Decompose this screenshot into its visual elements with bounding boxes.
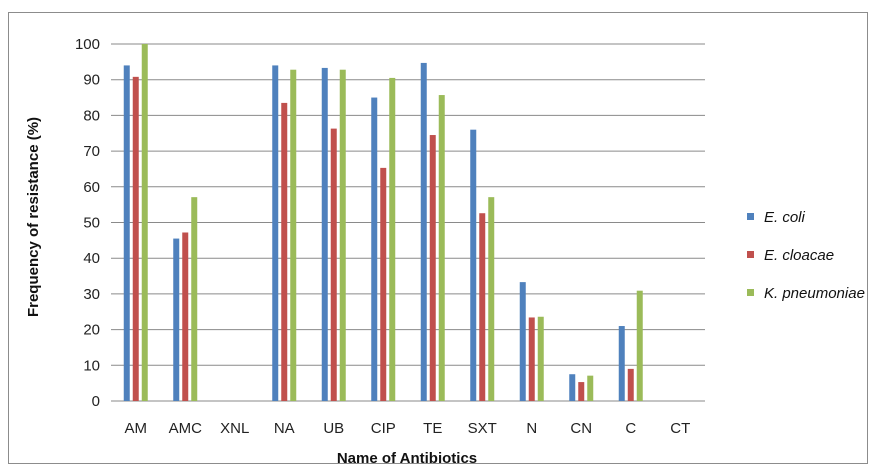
x-tick-label: AMC <box>169 420 203 437</box>
bar <box>371 97 378 402</box>
bar <box>569 374 576 401</box>
bar <box>281 102 288 401</box>
bar <box>123 65 130 402</box>
bar <box>479 213 486 401</box>
bar <box>587 375 594 401</box>
bar <box>272 65 279 402</box>
bar <box>389 77 396 401</box>
y-tick-label: 20 <box>83 322 100 339</box>
y-tick-label: 100 <box>75 36 100 53</box>
bar <box>537 316 544 401</box>
bars <box>123 44 643 402</box>
bar <box>420 62 427 402</box>
gridlines <box>111 43 705 402</box>
legend-label: E. coli <box>764 209 806 226</box>
y-tick-label: 0 <box>92 393 100 410</box>
bar <box>519 282 526 401</box>
x-tick-label: AM <box>125 420 148 437</box>
bar <box>528 317 535 401</box>
x-tick-label: SXT <box>468 420 497 437</box>
x-axis-ticks: AM AMC XNL NA UB CIP TE SXT N CN C CT <box>125 420 691 437</box>
bar <box>627 368 634 401</box>
y-tick-label: 50 <box>83 215 100 232</box>
bar <box>438 95 445 402</box>
y-axis-title: Frequency of resistance (%) <box>25 117 42 317</box>
x-tick-label: TE <box>423 420 442 437</box>
bar <box>290 69 297 402</box>
legend-swatch <box>747 251 754 258</box>
x-tick-label: CT <box>670 420 690 437</box>
x-tick-label: NA <box>274 420 295 437</box>
bar <box>141 44 148 401</box>
x-tick-label: XNL <box>220 420 249 437</box>
x-tick-label: CIP <box>371 420 396 437</box>
x-tick-label: UB <box>323 420 344 437</box>
bar <box>618 326 625 401</box>
bar <box>488 197 495 401</box>
legend-label: K. pneumoniae <box>764 285 865 302</box>
bar <box>339 69 346 402</box>
bar <box>330 128 337 401</box>
bar <box>132 76 139 402</box>
bar <box>173 238 180 401</box>
bar <box>380 167 387 401</box>
y-tick-label: 70 <box>83 143 100 160</box>
x-axis-title: Name of Antibiotics <box>337 450 477 465</box>
bar <box>429 135 436 401</box>
x-tick-label: C <box>625 420 636 437</box>
legend: E. coli E. cloacae K. pneumoniae <box>747 209 865 302</box>
y-tick-label: 60 <box>83 179 100 196</box>
bar-chart: 0 10 20 30 40 50 60 70 80 90 100 AM AMC XNL NA UB CIP TE… <box>25 36 865 465</box>
bar <box>470 129 477 401</box>
y-tick-label: 30 <box>83 286 100 303</box>
bar <box>182 232 189 401</box>
bar <box>191 197 198 401</box>
x-tick-label: CN <box>570 420 592 437</box>
legend-swatch <box>747 213 754 220</box>
y-tick-label: 40 <box>83 250 100 267</box>
y-tick-label: 80 <box>83 107 100 124</box>
y-tick-label: 90 <box>83 72 100 89</box>
x-tick-label: N <box>526 420 537 437</box>
bar <box>321 67 328 401</box>
bar <box>636 290 643 401</box>
y-tick-label: 10 <box>83 357 100 374</box>
legend-label: E. cloacae <box>764 247 834 264</box>
legend-swatch <box>747 289 754 296</box>
chart-frame: 0 10 20 30 40 50 60 70 80 90 100 AM AMC XNL NA UB CIP TE… <box>8 12 868 465</box>
y-axis-ticks: 0 10 20 30 40 50 60 70 80 90 100 <box>75 36 100 410</box>
bar <box>578 382 585 401</box>
